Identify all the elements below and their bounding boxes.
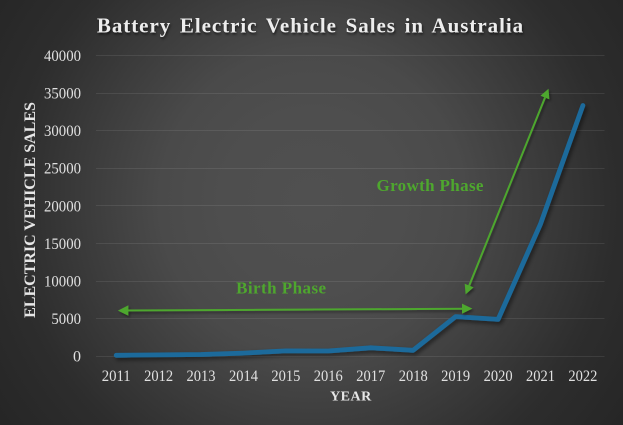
svg-text:25000: 25000: [44, 161, 81, 178]
svg-text:2014: 2014: [229, 368, 258, 385]
svg-text:0: 0: [73, 349, 81, 366]
svg-text:2022: 2022: [568, 368, 597, 385]
svg-text:2020: 2020: [484, 368, 513, 385]
svg-text:35000: 35000: [44, 86, 81, 103]
svg-text:2021: 2021: [526, 368, 555, 385]
svg-text:ELECTRIC VEHICLE SALES: ELECTRIC VEHICLE SALES: [22, 102, 39, 318]
svg-text:Growth Phase: Growth Phase: [377, 176, 484, 195]
svg-text:10000: 10000: [44, 273, 81, 290]
svg-text:15000: 15000: [44, 236, 81, 253]
svg-text:20000: 20000: [44, 198, 81, 215]
svg-text:Birth Phase: Birth Phase: [236, 279, 326, 298]
svg-text:2019: 2019: [441, 368, 470, 385]
svg-text:2015: 2015: [271, 368, 300, 385]
svg-text:YEAR: YEAR: [330, 390, 372, 405]
svg-text:40000: 40000: [44, 48, 81, 65]
svg-text:2016: 2016: [314, 368, 343, 385]
svg-text:2012: 2012: [144, 368, 173, 385]
svg-text:2017: 2017: [356, 368, 385, 385]
svg-text:2011: 2011: [102, 368, 131, 385]
svg-text:5000: 5000: [51, 311, 81, 328]
svg-text:Battery Electric Vehicle Sales: Battery Electric Vehicle Sales in Austra…: [97, 13, 524, 37]
svg-text:2013: 2013: [187, 368, 216, 385]
svg-text:2018: 2018: [399, 368, 428, 385]
svg-text:30000: 30000: [44, 123, 81, 140]
